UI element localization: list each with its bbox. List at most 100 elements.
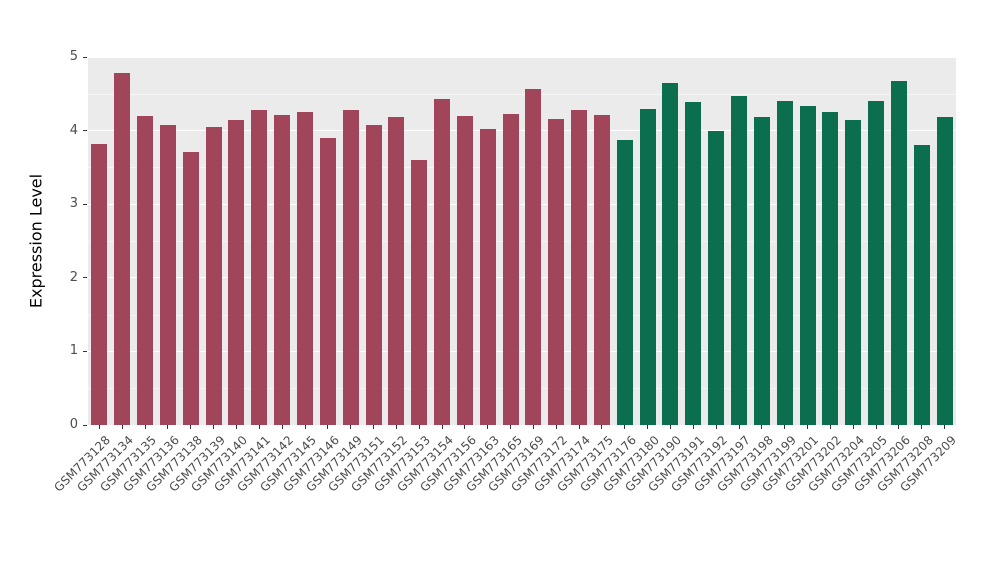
x-tick-mark (921, 425, 923, 429)
x-tick-mark (898, 425, 900, 429)
bar (616, 140, 633, 425)
bar (411, 160, 428, 425)
y-axis-title: Expression Level (26, 173, 46, 309)
bar (708, 130, 725, 425)
x-tick-mark (715, 425, 717, 429)
bar (205, 126, 222, 425)
bar (753, 117, 770, 425)
x-tick-mark (738, 425, 740, 429)
y-tick-mark (83, 56, 87, 58)
bar (137, 115, 154, 425)
x-tick-mark (510, 425, 512, 429)
x-tick-mark (144, 425, 146, 429)
bar (297, 112, 313, 425)
bar (228, 120, 245, 425)
bar (251, 110, 268, 425)
bar (571, 110, 588, 425)
gridline-major (88, 56, 956, 58)
x-tick-mark (669, 425, 671, 429)
x-tick-mark (327, 425, 329, 429)
bar (845, 120, 862, 425)
x-tick-mark (167, 425, 169, 429)
x-tick-mark (807, 425, 809, 429)
bar (479, 129, 496, 425)
bar (525, 88, 542, 425)
bar (548, 118, 565, 425)
x-tick-mark (624, 425, 626, 429)
y-tick-label: 0 (69, 417, 78, 432)
plot-panel (88, 56, 956, 425)
gridline-minor (88, 388, 956, 389)
x-tick-mark (235, 425, 237, 429)
bar (639, 108, 656, 425)
gridline-major (88, 350, 956, 353)
bar (936, 117, 953, 425)
x-tick-mark (829, 425, 831, 429)
bar (388, 117, 405, 425)
bar (502, 114, 519, 425)
bar (593, 115, 610, 425)
bar (799, 106, 816, 425)
y-tick-label: 1 (69, 343, 78, 359)
x-tick-mark (532, 425, 534, 429)
x-tick-mark (578, 425, 580, 429)
y-tick-mark (83, 350, 87, 352)
gridline-major (88, 277, 956, 279)
x-tick-mark (373, 425, 375, 429)
bar (731, 96, 747, 425)
x-tick-mark (555, 425, 557, 429)
x-tick-mark (441, 425, 443, 429)
y-tick-mark (83, 277, 87, 279)
bar (159, 124, 176, 425)
y-tick-label: 2 (69, 269, 78, 285)
x-tick-mark (98, 425, 100, 429)
y-tick-label: 5 (69, 49, 78, 64)
x-tick-mark (944, 425, 946, 429)
bar (868, 101, 885, 425)
bar (434, 98, 451, 425)
bar (456, 115, 473, 425)
gridline-major (88, 203, 956, 205)
x-tick-mark (601, 425, 603, 429)
x-tick-mark (784, 425, 786, 429)
gridline-minor (88, 167, 956, 169)
x-tick-mark (761, 425, 763, 429)
x-tick-mark (464, 425, 466, 429)
x-tick-mark (692, 425, 694, 429)
bar (274, 115, 291, 425)
bar (114, 73, 131, 425)
bar (342, 110, 359, 425)
x-tick-mark (213, 425, 215, 429)
gridline-minor (88, 241, 956, 242)
x-tick-mark (852, 425, 854, 429)
x-tick-mark (304, 425, 306, 429)
bar (91, 143, 108, 425)
bar (776, 101, 793, 425)
bar (685, 101, 702, 425)
y-tick-mark (83, 130, 87, 132)
y-tick-mark (83, 203, 87, 205)
x-tick-mark (487, 425, 489, 429)
gridline-minor (88, 314, 956, 316)
y-tick-label: 4 (69, 122, 78, 138)
x-tick-mark (395, 425, 397, 429)
y-tick-label: 3 (69, 196, 78, 212)
bar (913, 145, 930, 425)
bar (662, 82, 679, 425)
x-tick-mark (418, 425, 420, 429)
bar (365, 124, 382, 425)
x-tick-mark (121, 425, 123, 429)
x-tick-mark (647, 425, 649, 429)
x-tick-mark (875, 425, 877, 429)
gridline-major (88, 129, 956, 132)
x-tick-mark (190, 425, 192, 429)
gridline-minor (88, 93, 956, 95)
bar (319, 137, 336, 425)
x-tick-mark (281, 425, 283, 429)
x-tick-mark (350, 425, 352, 429)
y-tick-mark (83, 424, 87, 426)
bar (822, 112, 839, 425)
x-tick-mark (258, 425, 260, 429)
bar (890, 80, 907, 425)
